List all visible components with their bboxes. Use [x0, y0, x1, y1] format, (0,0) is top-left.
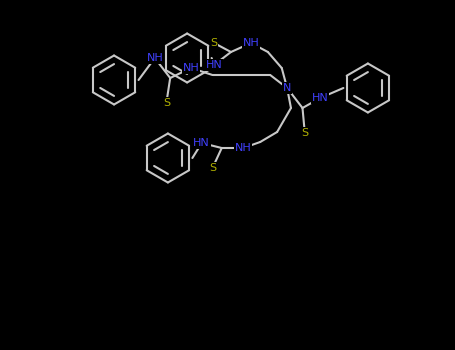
- Text: S: S: [211, 38, 217, 48]
- Text: S: S: [209, 163, 216, 173]
- Text: HN: HN: [193, 138, 210, 148]
- Text: S: S: [301, 128, 308, 138]
- Text: HN: HN: [312, 93, 329, 103]
- Text: NH: NH: [235, 143, 252, 153]
- Text: HN: HN: [206, 60, 222, 70]
- Text: NH: NH: [243, 38, 259, 48]
- Text: S: S: [163, 98, 170, 108]
- Text: NH: NH: [147, 53, 163, 63]
- Text: NH: NH: [182, 63, 199, 73]
- Text: N: N: [283, 83, 291, 93]
